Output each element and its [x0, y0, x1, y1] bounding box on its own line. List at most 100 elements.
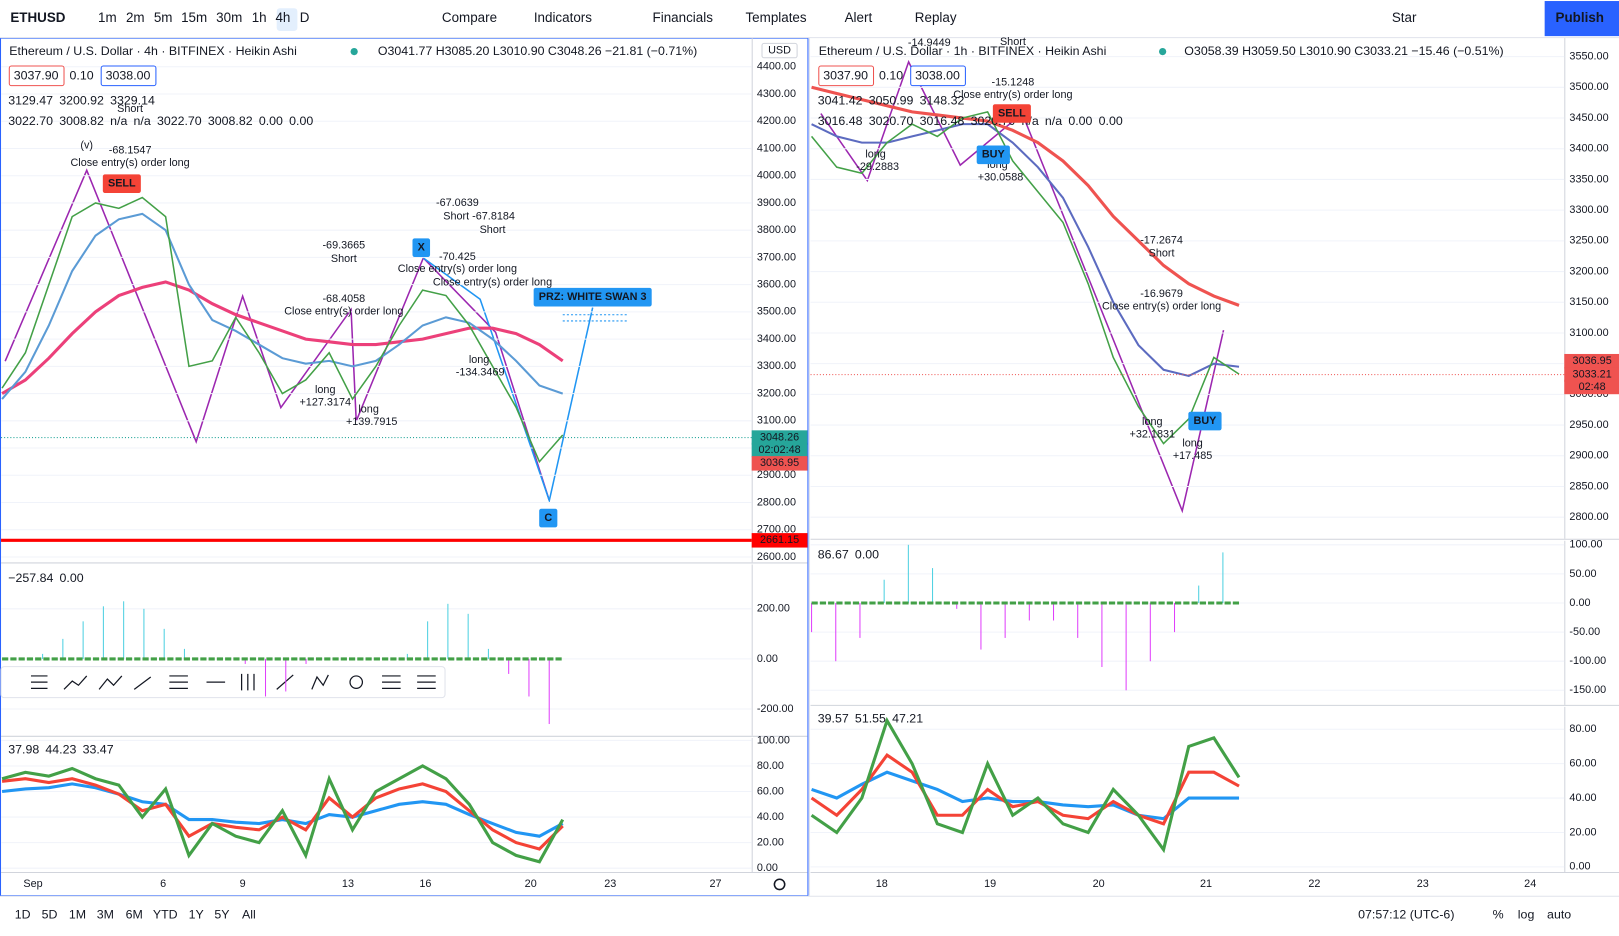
percent-toggle[interactable]: %: [1493, 908, 1504, 922]
interval-button[interactable]: 2m: [126, 10, 145, 25]
legend-value: 3200.92: [59, 93, 104, 107]
pattern-left-blue: [422, 257, 594, 504]
range-button[interactable]: 5D: [42, 908, 58, 922]
y-tick-label: 3700.00: [757, 251, 796, 263]
range-button[interactable]: 5Y: [214, 908, 229, 922]
x-tick-label: 19: [984, 878, 996, 890]
interval-button[interactable]: 5m: [154, 10, 173, 25]
toolbar-button[interactable]: Templates: [745, 10, 806, 25]
star-button[interactable]: Star: [1392, 10, 1417, 25]
legend-value: 44.23: [45, 743, 76, 757]
symbol[interactable]: ETHUSD: [10, 10, 65, 25]
y-tick-label: -50.00: [1569, 626, 1600, 638]
clock: 07:57:12 (UTC-6): [1358, 908, 1454, 922]
annotation: -68.4058: [322, 293, 365, 305]
y-tick-label: 200.00: [757, 603, 790, 615]
legend-value: 3008.82: [208, 114, 253, 128]
publish-button[interactable]: [1544, 1, 1619, 37]
status-dot: [350, 47, 358, 56]
interval-button[interactable]: D: [300, 10, 310, 25]
price-tag: [1564, 353, 1619, 369]
ohlc: O3058.39 H3059.50 L3010.90 C3033.21 −15.…: [1184, 44, 1503, 58]
settings-icon[interactable]: [773, 878, 786, 891]
range-button[interactable]: YTD: [153, 908, 178, 922]
range-button[interactable]: 1D: [15, 908, 31, 922]
ask: 3038.00: [915, 69, 960, 83]
log-toggle[interactable]: log: [1518, 908, 1535, 922]
annotation: Close entry(s) order long: [70, 157, 189, 169]
annotation: SELL: [108, 178, 136, 190]
annotation: -134.3469: [456, 366, 505, 378]
interval-button[interactable]: 15m: [181, 10, 207, 25]
ask-box: [910, 65, 966, 87]
interval-button[interactable]: 30m: [216, 10, 242, 25]
range-button[interactable]: 3M: [97, 908, 114, 922]
y-tick-label: 2900.00: [1569, 450, 1608, 462]
y-tick-label: 80.00: [1569, 723, 1596, 735]
annotation: -68.1547: [109, 145, 152, 157]
annotation: -67.0639: [436, 197, 479, 209]
annotation: Short: [480, 224, 506, 236]
toolbar-button[interactable]: Compare: [442, 10, 497, 25]
price-tag: [751, 442, 808, 458]
range-button[interactable]: 1Y: [189, 908, 204, 922]
price-tag: [751, 430, 808, 445]
annotation: BUY: [982, 149, 1006, 161]
currency: USD: [768, 44, 791, 56]
annotation: PRZ: WHITE SWAN 3: [539, 291, 647, 303]
annotation: Short: [117, 103, 143, 115]
y-tick-label: 3100.00: [757, 415, 796, 427]
range-button[interactable]: 1M: [69, 908, 86, 922]
oscillator-line: [1, 782, 564, 838]
toolbar-button[interactable]: Alert: [845, 10, 873, 25]
toolbar-button[interactable]: Replay: [915, 10, 957, 25]
y-tick-label: 40.00: [757, 811, 784, 823]
annotation: +30.0588: [978, 171, 1023, 183]
range-button[interactable]: 6M: [126, 908, 143, 922]
annotation: (v): [80, 139, 93, 151]
annotation: BUY: [1194, 415, 1218, 427]
interval-button[interactable]: 1m: [98, 10, 117, 25]
pattern-right-purple: [820, 59, 1225, 514]
annotation: Close entry(s) order long: [398, 263, 517, 275]
y-tick-label: 2950.00: [1569, 419, 1608, 431]
y-tick-label: 2800.00: [757, 496, 796, 508]
y-tick-label: 3800.00: [757, 224, 796, 236]
annotation: Short: [1149, 248, 1175, 260]
x-tick-label: 20: [1093, 878, 1105, 890]
legend-value: 3022.70: [8, 114, 53, 128]
legend-value: 0.00: [289, 114, 313, 128]
y-tick-label: 4300.00: [757, 88, 796, 100]
y-tick-label: 3200.00: [757, 387, 796, 399]
status-dot: [1159, 47, 1167, 56]
toolbar-button[interactable]: Financials: [653, 10, 714, 25]
drawing-tools: [30, 673, 436, 691]
y-tick-label: 4000.00: [757, 170, 796, 182]
y-tick-label: 2800.00: [1569, 511, 1608, 523]
annotation: +17.485: [1173, 450, 1212, 462]
legend-value: 3008.82: [59, 114, 104, 128]
y-tick-label: 4200.00: [757, 115, 796, 127]
interval-button[interactable]: 1h: [252, 10, 267, 25]
toolbar-button[interactable]: Indicators: [534, 10, 592, 25]
publish-label[interactable]: Publish: [1556, 10, 1604, 25]
x-tick-label: Sep: [23, 878, 42, 890]
legend-value: 37.98: [8, 743, 39, 757]
annotation: Short -67.8184: [443, 211, 515, 223]
annotation-box: [539, 508, 558, 528]
range-button[interactable]: All: [242, 908, 256, 922]
interval-button[interactable]: 4h: [275, 10, 290, 25]
annotation: -17.2674: [1140, 234, 1183, 246]
bid-box: [8, 65, 65, 87]
auto-toggle[interactable]: auto: [1547, 908, 1571, 922]
oscillator-line: [810, 752, 1240, 826]
legend-value: n/a: [110, 114, 127, 128]
y-tick-label: -200.00: [757, 703, 794, 715]
y-tick-label: 100.00: [1569, 539, 1602, 551]
x-tick-label: 24: [1524, 878, 1536, 890]
y-tick-label: 50.00: [1569, 568, 1596, 580]
legend-value: 3329.14: [110, 93, 155, 107]
legend-value: 33.47: [83, 743, 114, 757]
y-tick-label: 0.00: [1569, 861, 1590, 873]
